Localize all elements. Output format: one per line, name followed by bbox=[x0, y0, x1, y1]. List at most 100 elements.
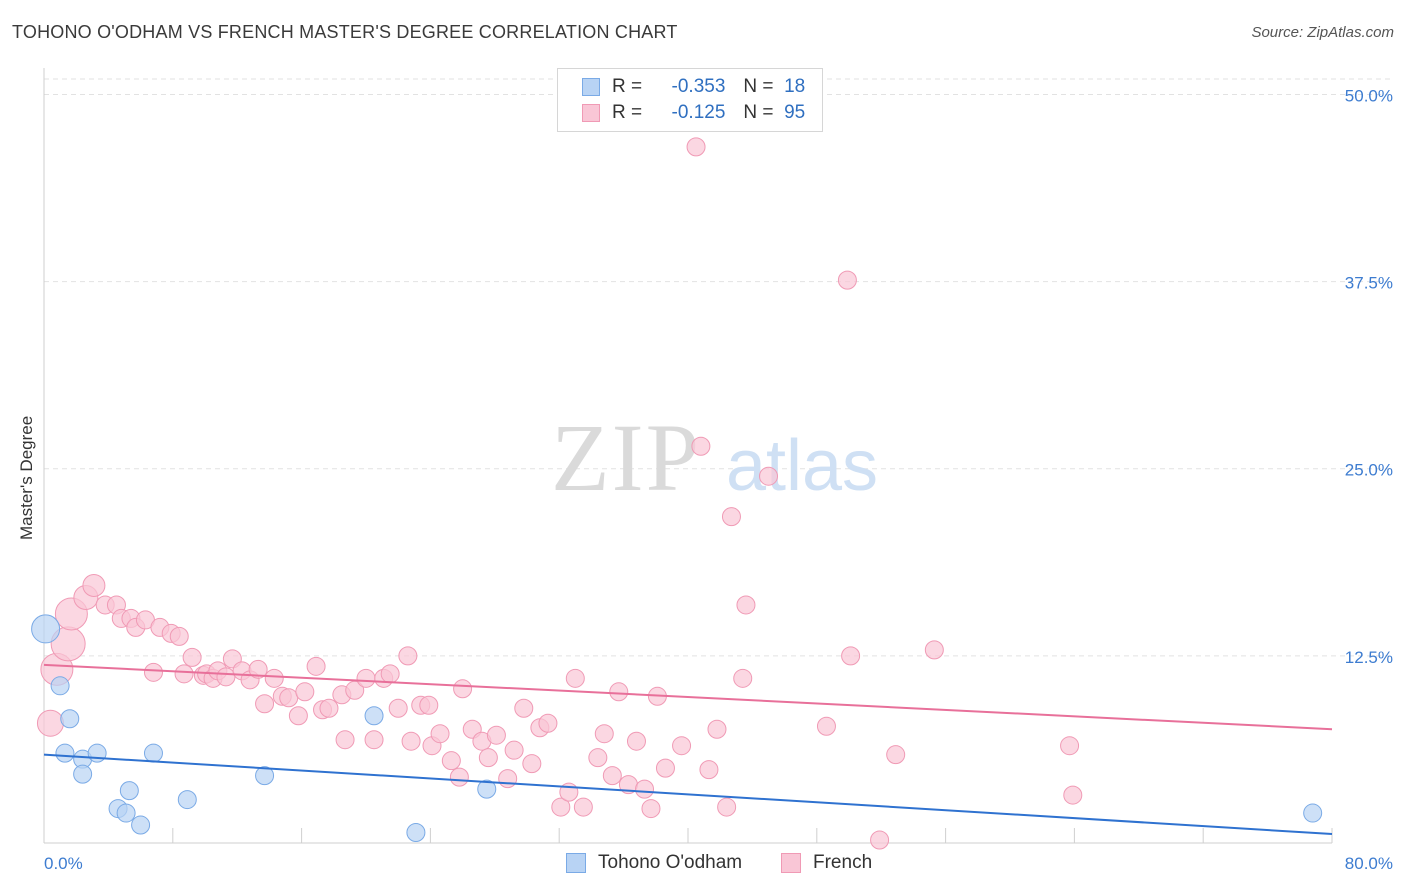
correlation-legend: R = -0.353 N = 18 R = -0.125 N = 95 bbox=[557, 68, 823, 132]
tohono-point bbox=[477, 779, 497, 799]
legend-n-value: 95 bbox=[784, 102, 806, 123]
french-point bbox=[356, 668, 376, 688]
y-tick-label: 25.0% bbox=[1345, 461, 1393, 480]
french-point bbox=[248, 659, 268, 679]
french-point bbox=[924, 640, 944, 660]
french-point bbox=[1063, 785, 1083, 805]
french-point bbox=[655, 758, 675, 778]
french-point bbox=[837, 270, 857, 290]
series-tohono-points bbox=[31, 614, 1323, 843]
french-point bbox=[707, 719, 727, 739]
french-point bbox=[759, 466, 778, 486]
french-point bbox=[841, 646, 861, 666]
tohono-point bbox=[406, 823, 426, 843]
tohono-point bbox=[60, 709, 80, 729]
french-point bbox=[216, 667, 236, 687]
y-tick-label: 50.0% bbox=[1345, 86, 1393, 105]
legend-row-french: R = -0.125 N = 95 bbox=[582, 101, 805, 125]
french-point bbox=[635, 779, 655, 799]
french-point bbox=[388, 698, 408, 718]
chart-title: TOHONO O'ODHAM VS FRENCH MASTER'S DEGREE… bbox=[12, 22, 678, 42]
legend-r-label: R = bbox=[612, 76, 643, 97]
tohono-point bbox=[1303, 803, 1323, 823]
french-point bbox=[478, 748, 498, 768]
legend-item-tohono: Tohono O'odham bbox=[566, 852, 742, 874]
french-point bbox=[182, 647, 202, 667]
legend-n-label: N = bbox=[743, 76, 774, 97]
french-point bbox=[498, 769, 518, 789]
french-point bbox=[169, 626, 189, 646]
legend-n-label: N = bbox=[743, 102, 774, 123]
french-point bbox=[380, 664, 400, 684]
french-point bbox=[319, 698, 339, 718]
french-point bbox=[672, 736, 692, 756]
tohono-point bbox=[143, 743, 163, 763]
tohono-point bbox=[55, 743, 75, 763]
legend-swatch-pink bbox=[582, 104, 600, 122]
french-point bbox=[419, 695, 439, 715]
legend-label-tohono: Tohono O'odham bbox=[598, 852, 743, 873]
french-point bbox=[486, 725, 506, 745]
french-point bbox=[573, 797, 593, 817]
french-point bbox=[522, 754, 542, 774]
tohono-point bbox=[50, 676, 70, 696]
french-point bbox=[82, 574, 106, 598]
french-point bbox=[886, 745, 906, 765]
french-point bbox=[264, 668, 284, 688]
french-point bbox=[699, 760, 719, 780]
tohono-point bbox=[364, 706, 384, 726]
legend-swatch-blue bbox=[582, 78, 600, 96]
legend-r-value: -0.353 bbox=[671, 76, 726, 97]
french-point bbox=[364, 730, 384, 750]
french-point bbox=[401, 731, 421, 751]
tohono-point bbox=[87, 743, 107, 763]
tohono-point bbox=[255, 766, 275, 786]
french-point bbox=[174, 664, 194, 684]
french-point bbox=[721, 507, 741, 527]
tohono-point bbox=[119, 781, 139, 801]
french-point bbox=[514, 698, 534, 718]
x-tick-label: 0.0% bbox=[44, 854, 83, 873]
x-tick-label: 80.0% bbox=[1345, 854, 1393, 873]
french-trend-line bbox=[43, 663, 1333, 731]
french-point bbox=[816, 716, 836, 736]
french-point bbox=[736, 595, 756, 615]
french-point bbox=[255, 694, 275, 714]
french-point bbox=[430, 724, 450, 744]
french-point bbox=[453, 679, 473, 699]
french-point bbox=[641, 799, 661, 819]
legend-row-tohono: R = -0.353 N = 18 bbox=[582, 75, 805, 99]
french-point bbox=[36, 709, 64, 737]
series-legend: Tohono O'odham French bbox=[0, 852, 1406, 878]
french-point bbox=[1060, 736, 1080, 756]
french-point bbox=[609, 682, 629, 702]
legend-n-value: 18 bbox=[784, 76, 806, 97]
tohono-point bbox=[31, 614, 61, 644]
french-point bbox=[691, 436, 711, 456]
french-point bbox=[441, 751, 461, 771]
french-point bbox=[594, 724, 614, 744]
french-point bbox=[288, 706, 308, 726]
legend-label-french: French bbox=[813, 852, 873, 873]
legend-item-french: French bbox=[781, 852, 872, 874]
french-point bbox=[565, 668, 585, 688]
source-label: Source: ZipAtlas.com bbox=[1251, 24, 1394, 41]
trend-lines bbox=[43, 663, 1333, 836]
tohono-point bbox=[116, 803, 136, 823]
french-point bbox=[295, 682, 315, 702]
legend-swatch-pink bbox=[781, 853, 801, 873]
french-point bbox=[538, 713, 558, 733]
french-point bbox=[733, 668, 753, 688]
french-point bbox=[717, 797, 737, 817]
legend-r-value: -0.125 bbox=[671, 102, 726, 123]
watermark-atlas: atlas bbox=[726, 426, 878, 506]
french-point bbox=[602, 766, 622, 786]
watermark-zip: ZIP bbox=[551, 404, 701, 511]
legend-r-label: R = bbox=[612, 102, 643, 123]
french-point bbox=[306, 656, 326, 676]
tohono-trend-line bbox=[43, 753, 1333, 836]
french-point bbox=[335, 730, 355, 750]
french-point bbox=[551, 797, 571, 817]
french-point bbox=[686, 137, 706, 157]
